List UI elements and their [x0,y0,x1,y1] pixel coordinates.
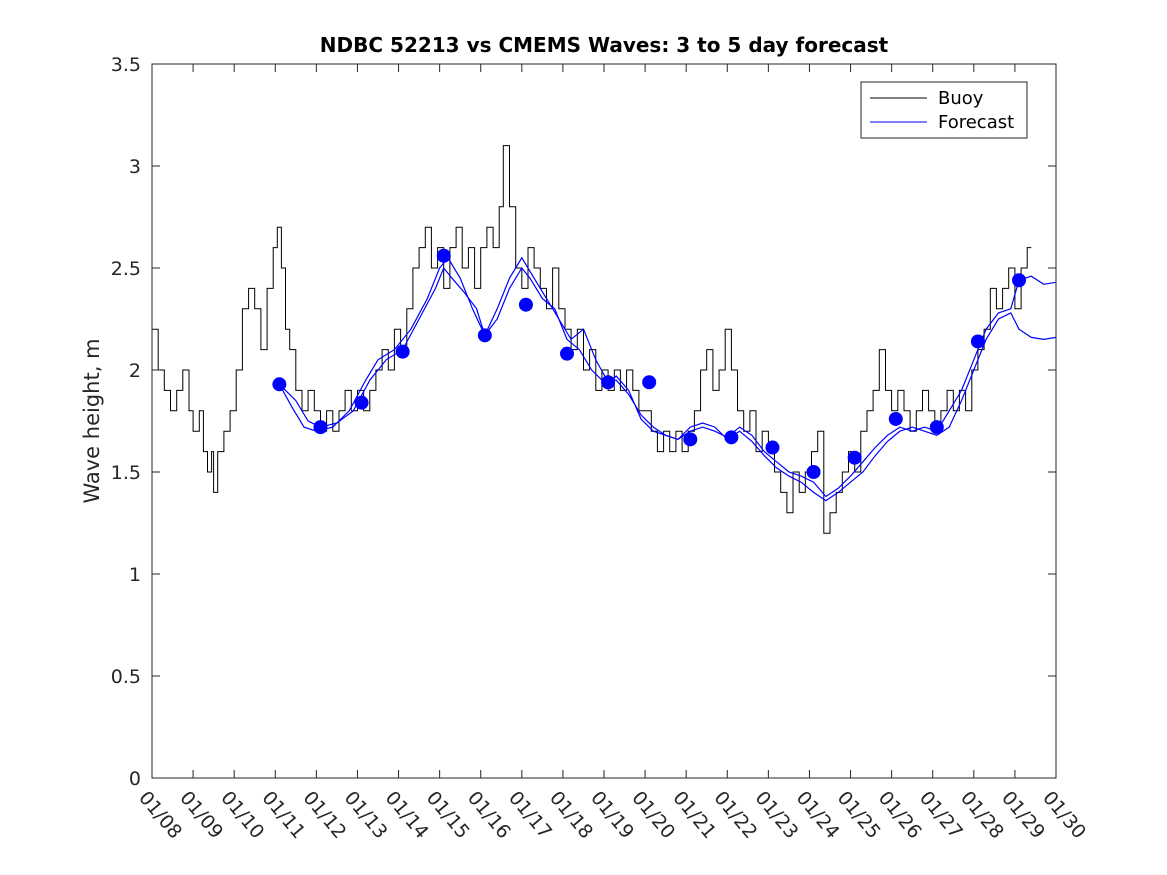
forecast-marker [395,344,410,359]
y-tick-label: 2.5 [111,258,141,280]
legend-box [860,81,1028,139]
forecast-marker [601,375,616,390]
forecast-marker [683,432,698,447]
forecast-marker [272,377,287,392]
forecast-marker [436,248,451,263]
forecast-marker [518,297,533,312]
y-tick-label: 0 [129,768,141,790]
forecast-marker [1012,273,1027,288]
forecast-marker [806,465,821,479]
forecast-marker [929,420,944,435]
y-tick-label: 1 [129,564,141,586]
forecast-marker [560,346,575,361]
forecast-marker [765,440,780,455]
legend: Buoy Forecast [860,81,1028,139]
forecast-marker [888,411,903,426]
y-tick-label: 3.5 [111,54,141,76]
y-axis-label: Wave height, m [80,338,104,503]
y-tick-label: 2 [129,360,141,382]
forecast-marker [313,420,328,435]
y-tick-label: 3 [129,156,141,178]
legend-forecast-label: Forecast [938,112,1014,133]
forecast-marker [642,375,657,390]
legend-buoy-label: Buoy [938,88,984,109]
y-tick-label: 0.5 [111,666,141,688]
y-axis: 0 0.5 1 1.5 2 2.5 3 3.5 [111,54,1056,790]
forecast-marker [847,450,862,465]
forecast-marker [970,334,985,349]
forecast-series-line-2 [278,256,1057,502]
forecast-marker [724,430,739,445]
chart-title: NDBC 52213 vs CMEMS Waves: 3 to 5 day fo… [320,33,889,57]
plot-area [152,145,1057,534]
forecast-marker [354,395,369,410]
y-tick-label: 1.5 [111,462,141,484]
forecast-marker [477,328,492,343]
buoy-series-line [152,145,1032,534]
